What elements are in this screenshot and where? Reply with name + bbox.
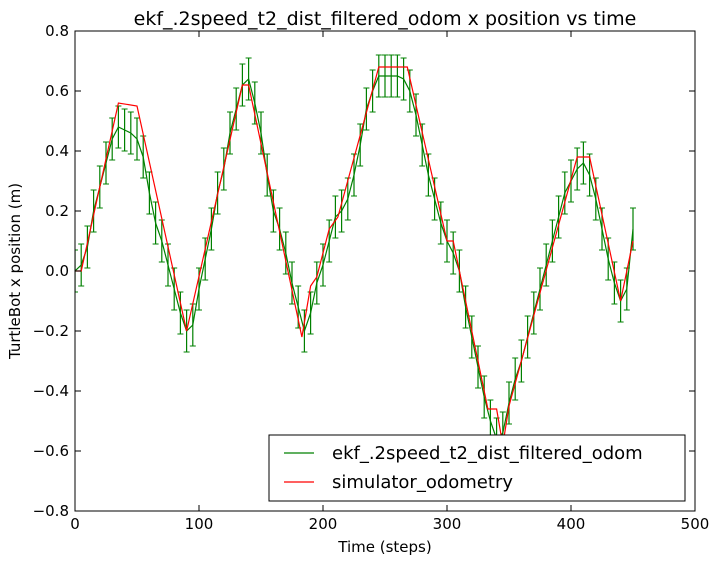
y-axis-label: TurtleBot x position (m) [6, 183, 24, 360]
y-tick-label: −0.8 [33, 502, 69, 520]
legend-frame [268, 434, 686, 502]
x-tick-label: 200 [309, 515, 338, 533]
x-tick-label: 100 [185, 515, 214, 533]
y-tick-label: −0.6 [33, 442, 69, 460]
y-tick-label: 0.6 [45, 82, 69, 100]
series-0 [75, 54, 636, 461]
y-tick-label: 0.0 [45, 262, 69, 280]
axis-ticks: 0 100 200 300 400 500 −0.8 −0.6 −0.4 −0.2 0.0 0.2 0.… [33, 22, 710, 533]
chart-title: ekf_.2speed_t2_dist_filtered_odom x posi… [134, 8, 637, 30]
x-tick-label: 500 [681, 515, 710, 533]
legend-label-simulator: simulator_odometry [332, 472, 513, 493]
series-1 [75, 66, 634, 446]
series-line-1 [75, 66, 634, 446]
x-axis-label: Time (steps) [337, 538, 431, 556]
y-tick-label: 0.4 [45, 142, 69, 160]
y-tick-label: 0.2 [45, 202, 69, 220]
x-tick-label: 400 [557, 515, 586, 533]
y-tick-label: −0.2 [33, 322, 69, 340]
x-tick-label: 300 [433, 515, 462, 533]
legend-label-ekf: ekf_.2speed_t2_dist_filtered_odom [332, 443, 643, 464]
x-tick-label: 0 [70, 515, 80, 533]
y-tick-label: −0.4 [33, 382, 69, 400]
plot-area [75, 54, 636, 461]
series-line-0 [75, 75, 634, 441]
legend: ekf_.2speed_t2_dist_filtered_odom simula… [268, 434, 686, 502]
y-tick-label: 0.8 [45, 22, 69, 40]
